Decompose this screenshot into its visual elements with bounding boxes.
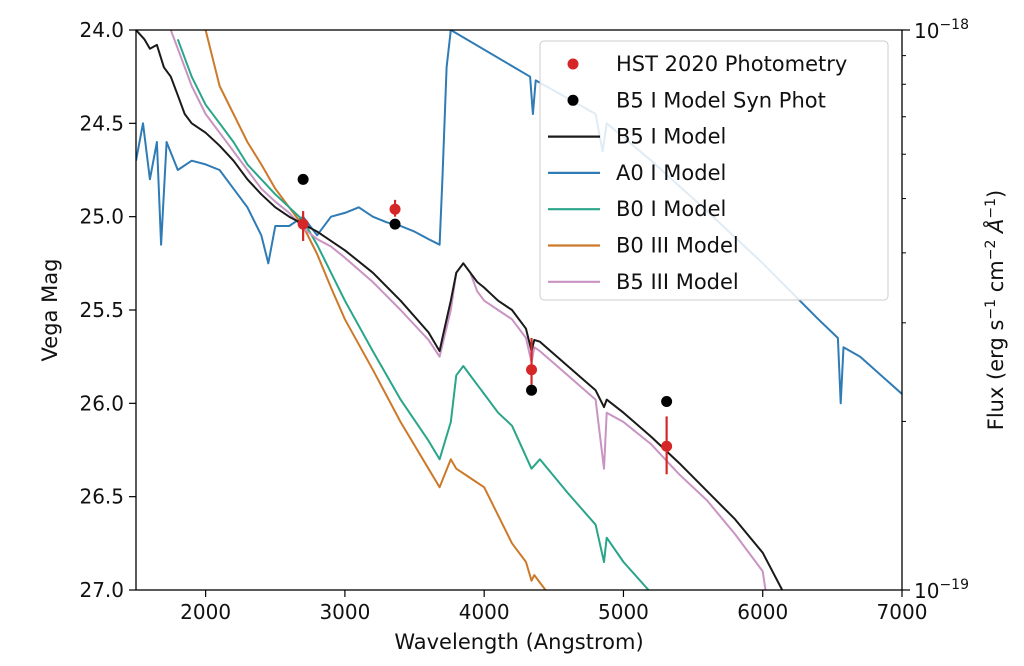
x-tick-label: 6000 [737, 600, 788, 624]
y-tick-label: 24.5 [79, 111, 124, 135]
legend-marker-hst [567, 58, 579, 70]
x-tick-label: 7000 [877, 600, 928, 624]
x-tick-label: 5000 [598, 600, 649, 624]
y-tick-label: 24.0 [79, 18, 124, 42]
series-line-b0i [176, 38, 650, 590]
y2-axis-label: Flux (erg s−1 cm−2 Å−1) [982, 190, 1008, 431]
y-axis: 24.0 24.5 25.0 25.5 26.0 26.5 27.0 [79, 18, 136, 602]
y2-label-s-exp: −1 [983, 299, 999, 320]
legend-marker-synphot [567, 94, 579, 106]
y-tick-label: 25.0 [79, 205, 124, 229]
legend-label: B0 III Model [616, 234, 739, 258]
hst-point [389, 203, 401, 215]
y2-tick-label: 10−18 [914, 17, 969, 43]
y2-label-mid: cm [984, 260, 1008, 299]
legend-label: B5 III Model [616, 270, 739, 294]
y2-label-pre: Flux (erg s [984, 320, 1008, 431]
y-axis-label: Vega Mag [38, 259, 62, 362]
legend-label: A0 I Model [616, 161, 726, 185]
hst-point [661, 440, 673, 452]
synphot-point [389, 218, 401, 230]
synphot-point [661, 395, 673, 407]
x-tick-label: 3000 [319, 600, 370, 624]
legend-box [539, 40, 889, 301]
y2-label-cm-exp: −2 [983, 240, 999, 261]
series-line-b5i [136, 30, 784, 590]
y2-label-a-exp: −1 [983, 198, 999, 219]
y2-tick-mantissa: 10 [914, 19, 939, 43]
y-tick-label: 27.0 [79, 578, 124, 602]
y2-label-post: ) [984, 190, 1008, 198]
y2-tick-exponent: −19 [939, 577, 969, 593]
series-line-b0iii [204, 30, 547, 590]
series-layer [136, 30, 902, 590]
hst-point [526, 364, 538, 376]
y2-tick-label: 10−19 [914, 577, 969, 603]
x-axis: 2000 3000 4000 5000 6000 7000 [180, 590, 927, 624]
synphot-point [526, 384, 538, 396]
legend-label: B5 I Model [616, 125, 726, 149]
legend: HST 2020 Photometry B5 I Model Syn Phot B5… [539, 40, 889, 301]
y2-tick-mantissa: 10 [914, 579, 939, 603]
synphot-point [297, 173, 309, 185]
x-axis-label: Wavelength (Angstrom) [394, 630, 643, 654]
y-tick-label: 25.5 [79, 298, 124, 322]
legend-label: B0 I Model [616, 197, 726, 221]
y2-label-angstrom: Å [982, 219, 1008, 240]
x-tick-label: 2000 [180, 600, 231, 624]
y-tick-label: 26.0 [79, 391, 124, 415]
x-tick-label: 4000 [459, 600, 510, 624]
y-tick-label: 26.5 [79, 485, 124, 509]
legend-label: B5 I Model Syn Phot [616, 88, 826, 112]
legend-label: HST 2020 Photometry [616, 52, 847, 76]
y2-tick-exponent: −18 [939, 17, 969, 33]
hst-point [297, 218, 309, 230]
